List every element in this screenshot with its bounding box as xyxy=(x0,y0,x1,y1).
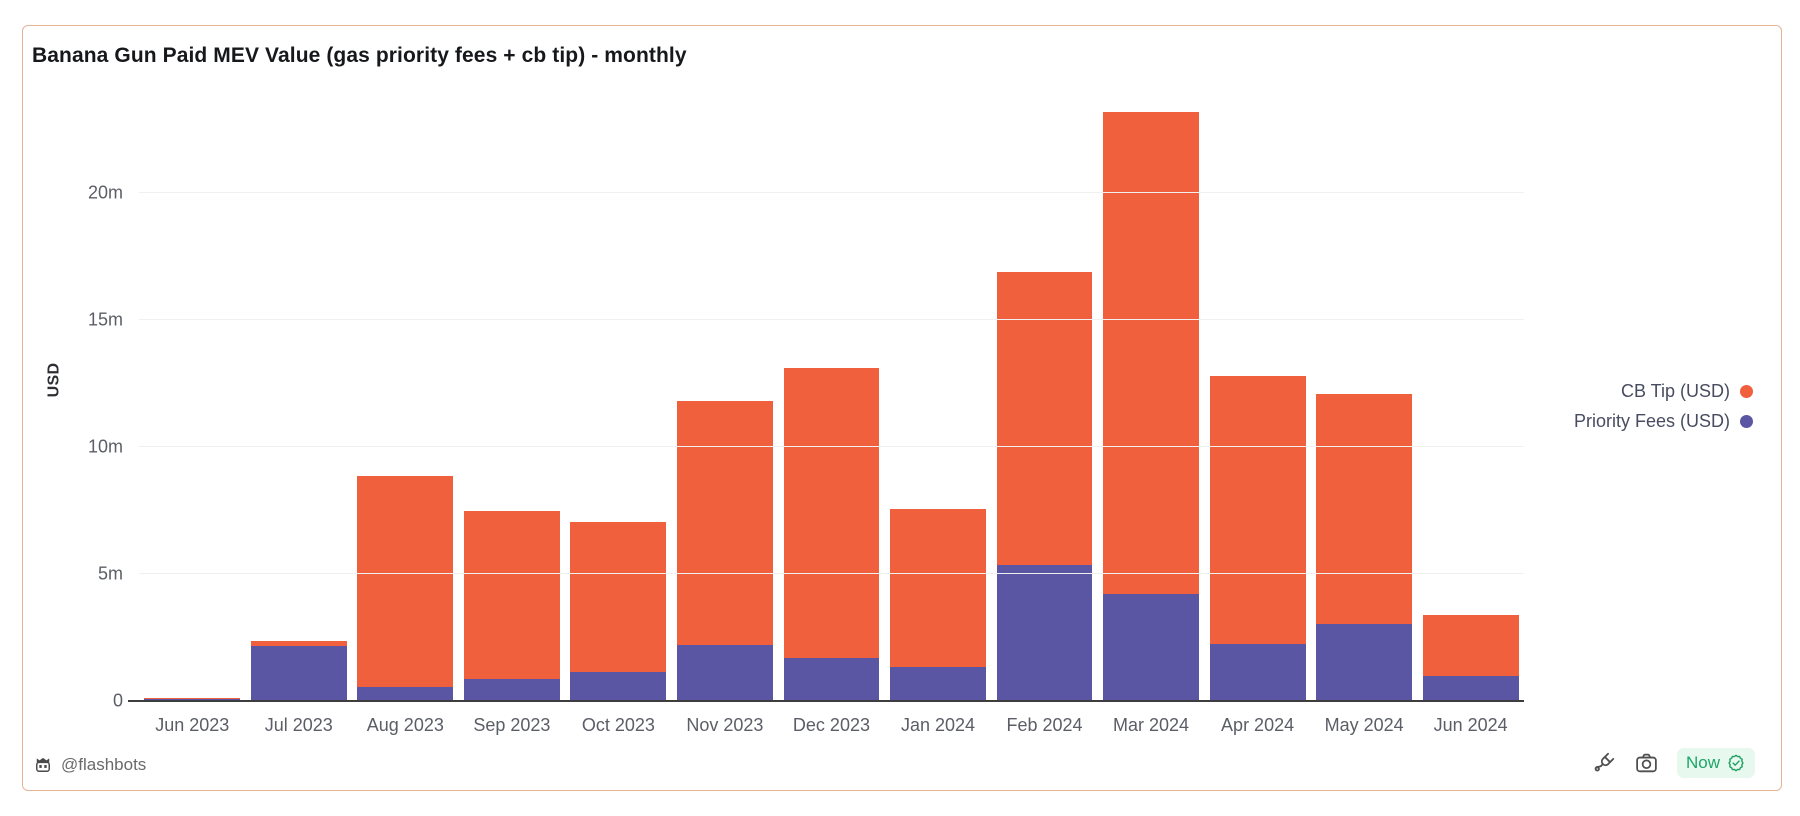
segment-cb-tip xyxy=(1422,614,1519,676)
camera-icon xyxy=(1634,751,1659,776)
plot-area xyxy=(128,89,1524,702)
stacked-bar-jun-2024 xyxy=(1422,89,1519,701)
y-tick-15m: 15m xyxy=(87,309,123,330)
segment-priority-fees xyxy=(1422,675,1519,701)
legend-label: Priority Fees (USD) xyxy=(1573,411,1730,431)
gridline-10m xyxy=(139,446,1524,448)
segment-cb-tip xyxy=(996,271,1093,566)
x-tick-jun-2024: Jun 2024 xyxy=(1433,715,1508,735)
author-handle: @flashbots xyxy=(61,755,147,774)
segment-priority-fees xyxy=(1316,623,1413,701)
stacked-bar-jan-2024 xyxy=(890,89,986,701)
attribution: @flashbots xyxy=(32,754,146,776)
segment-priority-fees xyxy=(357,687,454,701)
x-tick-feb-2024: Feb 2024 xyxy=(1006,715,1083,735)
segment-priority-fees xyxy=(250,646,347,701)
footer-controls: Now xyxy=(1591,748,1755,778)
chart-title: Banana Gun Paid MEV Value (gas priority … xyxy=(32,44,687,67)
y-tick-20m: 20m xyxy=(87,182,123,203)
bar-slot-oct-2023 xyxy=(565,89,672,701)
x-tick-mar-2024: Mar 2024 xyxy=(1113,715,1190,735)
bar-slot-sep-2023 xyxy=(459,89,566,701)
stacked-bar-may-2024 xyxy=(1316,89,1413,701)
segment-priority-fees xyxy=(676,645,773,701)
gridline-20m xyxy=(139,192,1524,194)
segment-cb-tip xyxy=(570,521,667,672)
stacked-bar-aug-2023 xyxy=(357,89,454,701)
x-tick-sep-2023: Sep 2023 xyxy=(473,715,551,735)
stacked-bar-dec-2023 xyxy=(783,89,880,701)
camera-button[interactable] xyxy=(1634,750,1660,776)
x-tick-may-2024: May 2024 xyxy=(1324,715,1404,735)
segment-cb-tip xyxy=(463,510,560,680)
segment-priority-fees xyxy=(996,565,1093,701)
x-tick-aug-2023: Aug 2023 xyxy=(366,715,444,735)
segment-priority-fees xyxy=(570,671,667,701)
bar-slot-jan-2024 xyxy=(885,89,992,701)
segment-cb-tip xyxy=(144,698,241,700)
x-axis-line xyxy=(128,700,1524,702)
gridline-15m xyxy=(139,319,1524,321)
x-tick-nov-2023: Nov 2023 xyxy=(686,715,764,735)
stacked-bar-mar-2024 xyxy=(1103,89,1199,701)
segment-priority-fees xyxy=(1209,643,1306,701)
segment-priority-fees xyxy=(890,666,986,701)
y-tick-10m: 10m xyxy=(87,436,123,457)
bar-slot-jun-2023 xyxy=(139,89,246,701)
bar-slot-dec-2023 xyxy=(778,89,885,701)
legend-item-priority-fees-usd-[interactable]: Priority Fees (USD) xyxy=(1574,411,1753,432)
stacked-bar-feb-2024 xyxy=(996,89,1093,701)
x-axis-labels: Jun 2023 Jul 2023 Aug 2023 Sep 2023 Oct 2023… xyxy=(139,715,1524,736)
x-tick-jan-2024: Jan 2024 xyxy=(900,715,976,735)
legend-dot xyxy=(1740,415,1753,428)
chart-card: Banana Gun Paid MEV Value (gas priority … xyxy=(22,25,1782,791)
bars xyxy=(139,89,1524,701)
stacked-bar-sep-2023 xyxy=(463,89,560,701)
stacked-bar-apr-2024 xyxy=(1209,89,1306,701)
robot-crown-icon xyxy=(32,754,54,776)
segment-cb-tip xyxy=(1103,111,1199,595)
bar-slot-jun-2024 xyxy=(1417,89,1524,701)
x-tick-dec-2023: Dec 2023 xyxy=(792,715,870,735)
gridline-5m xyxy=(139,573,1524,575)
legend-dot xyxy=(1740,385,1753,398)
segment-priority-fees xyxy=(1103,594,1199,701)
segment-cb-tip xyxy=(890,509,986,667)
segment-cb-tip xyxy=(1209,375,1306,644)
y-tick-0: 0 xyxy=(112,690,123,711)
x-tick-jun-2023: Jun 2023 xyxy=(155,715,230,735)
bar-slot-jul-2023 xyxy=(246,89,353,701)
plug-icon xyxy=(1591,751,1616,776)
x-tick-oct-2023: Oct 2023 xyxy=(581,715,655,735)
y-axis-ticks: 0 5m 10m 15m 20m xyxy=(23,89,123,711)
x-tick-apr-2024: Apr 2024 xyxy=(1221,715,1295,735)
bar-slot-mar-2024 xyxy=(1098,89,1205,701)
verified-seal-icon xyxy=(1726,753,1746,773)
segment-cb-tip xyxy=(250,641,347,647)
stacked-bar-jul-2023 xyxy=(250,89,347,701)
bar-slot-feb-2024 xyxy=(991,89,1098,701)
bar-slot-nov-2023 xyxy=(672,89,779,701)
x-tick-jul-2023: Jul 2023 xyxy=(264,715,333,735)
segment-cb-tip xyxy=(1316,393,1413,624)
bar-slot-aug-2023 xyxy=(352,89,459,701)
segment-cb-tip xyxy=(357,476,454,688)
legend: CB Tip (USD) Priority Fees (USD) xyxy=(1574,381,1753,432)
segment-cb-tip xyxy=(783,368,880,658)
bar-slot-may-2024 xyxy=(1311,89,1418,701)
segment-priority-fees xyxy=(463,679,560,701)
now-status-badge[interactable]: Now xyxy=(1676,748,1755,778)
stacked-bar-jun-2023 xyxy=(144,89,241,701)
y-tick-5m: 5m xyxy=(97,563,123,584)
plug-button[interactable] xyxy=(1591,750,1617,776)
bar-slot-apr-2024 xyxy=(1204,89,1311,701)
stacked-bar-oct-2023 xyxy=(570,89,667,701)
segment-cb-tip xyxy=(676,401,773,646)
stacked-bar-nov-2023 xyxy=(676,89,773,701)
legend-item-cb-tip-usd-[interactable]: CB Tip (USD) xyxy=(1621,381,1753,402)
segment-priority-fees xyxy=(783,657,880,701)
legend-label: CB Tip (USD) xyxy=(1620,381,1730,401)
now-label: Now xyxy=(1685,753,1720,772)
